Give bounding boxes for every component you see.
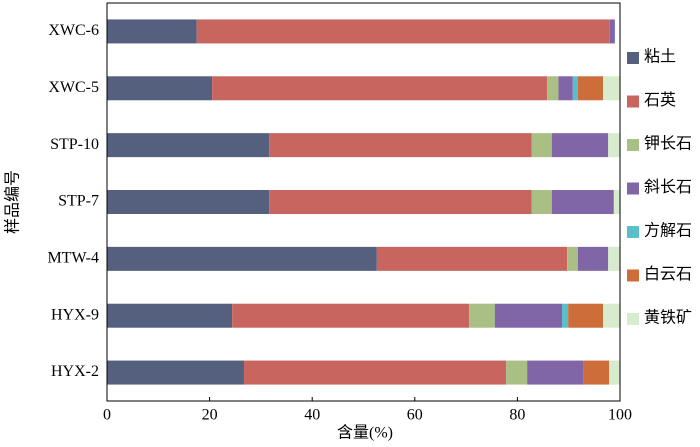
- bar-segment: [107, 133, 270, 158]
- x-axis-label: 含量(%): [337, 424, 393, 442]
- y-tick-label: MTW-4: [47, 250, 99, 267]
- legend-swatch: [627, 95, 639, 108]
- bar-segment: [562, 303, 569, 328]
- y-tick-label: HYX-2: [51, 363, 99, 380]
- bar-segment: [376, 246, 568, 271]
- y-axis-label: 样品编号: [4, 170, 22, 234]
- bar-segment: [583, 360, 610, 385]
- bar-segment: [558, 76, 573, 101]
- bar-segment: [107, 19, 197, 44]
- x-tick-label: 80: [509, 407, 525, 424]
- bar-segment: [531, 133, 552, 158]
- legend-swatch: [627, 313, 639, 325]
- legend-swatch: [627, 182, 639, 195]
- legend-label: 钾长石: [644, 135, 692, 153]
- legend-swatch: [627, 139, 639, 151]
- bar-segment: [494, 303, 563, 328]
- bar-segment: [269, 190, 532, 214]
- legend-label: 粘土: [644, 48, 676, 66]
- bar-segment: [212, 76, 548, 101]
- bar-segment: [107, 303, 233, 328]
- bar-segment: [577, 246, 609, 271]
- y-tick-label: STP-10: [50, 136, 99, 153]
- legend-swatch: [627, 269, 639, 282]
- legend-label: 斜长石: [644, 178, 692, 196]
- legend-swatch: [627, 52, 639, 64]
- bar-segment: [107, 190, 270, 214]
- bar-segment: [107, 76, 213, 101]
- bar-segment: [572, 76, 578, 101]
- bar-segment: [196, 19, 610, 44]
- bar-segment: [232, 303, 470, 328]
- x-tick-label: 40: [304, 407, 320, 424]
- bar-segment: [608, 246, 620, 271]
- legend-label: 黄铁矿: [644, 309, 692, 327]
- legend-label: 石英: [644, 91, 676, 109]
- legend-label: 方解石: [644, 222, 692, 240]
- bar-segment: [608, 133, 620, 158]
- y-tick-label: XWC-6: [48, 22, 99, 39]
- legend-swatch: [627, 226, 639, 238]
- x-tick-label: 60: [407, 407, 423, 424]
- bar-segment: [577, 76, 604, 101]
- bar-segment: [609, 360, 620, 385]
- y-tick-label: STP-7: [58, 193, 99, 210]
- bar-segment: [613, 190, 620, 214]
- y-tick-label: HYX-9: [51, 306, 99, 323]
- bar-segment: [243, 360, 507, 385]
- bar-segment: [551, 133, 609, 158]
- y-tick-label: XWC-5: [48, 79, 99, 96]
- bar-segment: [551, 190, 614, 214]
- x-tick-label: 0: [103, 407, 111, 424]
- bar-segment: [531, 190, 552, 214]
- bar-segment: [609, 19, 615, 44]
- x-tick-label: 100: [608, 407, 632, 424]
- bar-segment: [107, 246, 377, 271]
- bar-segment: [547, 76, 559, 101]
- x-tick-label: 20: [202, 407, 218, 424]
- bar-segment: [568, 303, 604, 328]
- bar-segment: [567, 246, 578, 271]
- bar-segment: [269, 133, 532, 158]
- plot-frame: [106, 2, 621, 402]
- bar-segment: [107, 360, 244, 385]
- bar-segment: [603, 303, 620, 328]
- bar-segment: [603, 76, 620, 101]
- bar-segment: [469, 303, 495, 328]
- bar-segment: [527, 360, 584, 385]
- legend-label: 白云石: [644, 265, 692, 283]
- bar-segment: [506, 360, 528, 385]
